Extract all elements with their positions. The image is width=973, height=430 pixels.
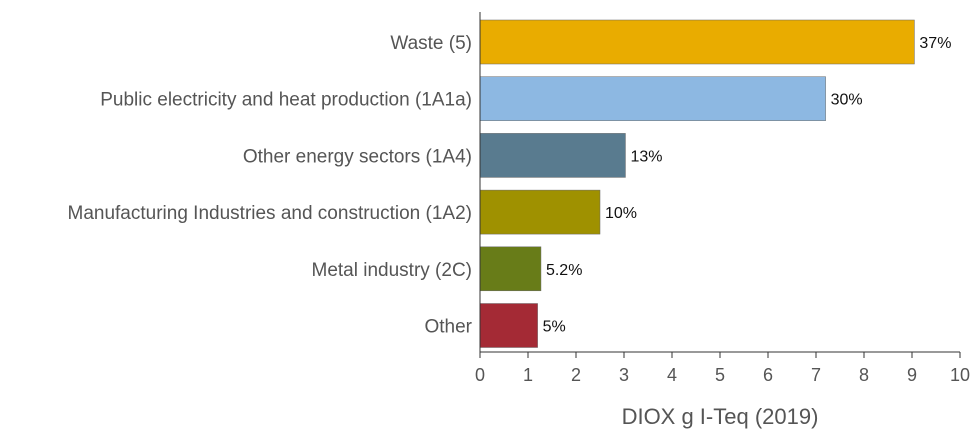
x-tick-label-9: 9	[907, 365, 917, 385]
data-label-3: 10%	[605, 205, 637, 222]
data-label-1: 30%	[831, 92, 863, 109]
category-label-4: Metal industry (2C)	[312, 260, 473, 281]
category-labels: Waste (5) Public electricity and heat pro…	[68, 33, 473, 338]
data-labels: 37% 30% 13% 10% 5.2% 5%	[543, 35, 952, 336]
bar-4	[479, 246, 542, 292]
x-tick-label-10: 10	[950, 365, 970, 385]
x-tick-label-8: 8	[859, 365, 869, 385]
x-tick-label-7: 7	[811, 365, 821, 385]
category-label-1: Public electricity and heat production (…	[100, 90, 472, 111]
x-tick-label-5: 5	[715, 365, 725, 385]
category-label-2: Other energy sectors (1A4)	[243, 146, 472, 167]
x-tick-label-6: 6	[763, 365, 773, 385]
x-axis-ticks: 0 1 2 3 4 5 6 7 8 9 10	[475, 352, 970, 385]
bar-1	[479, 76, 826, 121]
x-tick-label-4: 4	[667, 365, 677, 385]
x-tick-label-1: 1	[523, 365, 533, 385]
data-label-4: 5.2%	[546, 262, 582, 279]
data-label-2: 13%	[630, 148, 662, 165]
bars-group	[479, 19, 915, 348]
x-tick-label-2: 2	[571, 365, 581, 385]
data-label-0: 37%	[919, 35, 951, 52]
x-tick-label-3: 3	[619, 365, 629, 385]
x-tick-label-0: 0	[475, 365, 485, 385]
bar-5	[479, 303, 538, 348]
category-label-0: Waste (5)	[390, 33, 472, 54]
x-axis-title: DIOX g I-Teq (2019)	[622, 404, 819, 429]
category-label-3: Manufacturing Industries and constructio…	[68, 203, 473, 224]
bar-3	[479, 189, 601, 235]
bar-2	[479, 133, 626, 178]
category-label-5: Other	[424, 317, 472, 338]
data-label-5: 5%	[543, 319, 566, 336]
bar-0	[479, 19, 915, 65]
